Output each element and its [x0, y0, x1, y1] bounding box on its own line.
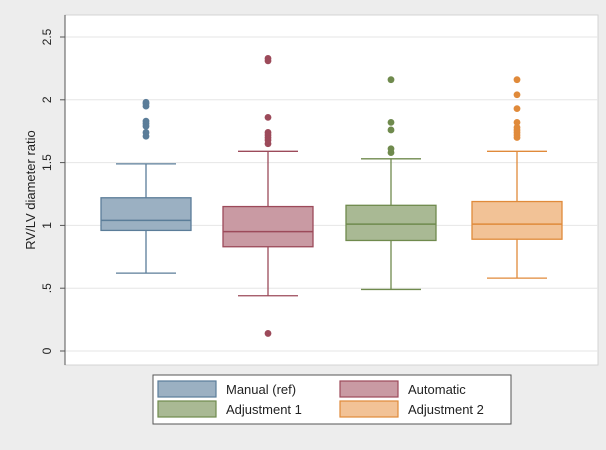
legend-swatch — [339, 400, 399, 418]
outlier-point — [387, 76, 395, 84]
outlier-point — [264, 113, 272, 121]
legend-label: Adjustment 1 — [226, 402, 302, 417]
y-axis-ticks: 0 .5 1 1.5 2 2.5 — [40, 28, 65, 354]
y-axis-label: RV/LV diameter ratio — [23, 130, 38, 249]
y-tick-label: 0 — [40, 347, 54, 354]
outlier-point — [387, 119, 395, 126]
box-group — [345, 76, 437, 291]
outlier-point — [513, 124, 521, 131]
iqr-box — [222, 205, 314, 248]
plot-area — [64, 14, 599, 366]
legend-label: Adjustment 2 — [408, 402, 484, 417]
outlier-point — [387, 145, 395, 153]
box-group — [100, 98, 192, 274]
y-tick-label: 1 — [40, 222, 54, 229]
outlier-point — [513, 76, 521, 84]
outlier-point — [264, 330, 272, 337]
legend-label: Automatic — [408, 382, 466, 397]
box-group — [222, 54, 314, 337]
outlier-point — [264, 54, 272, 62]
outlier-point — [387, 126, 395, 134]
outlier-point — [264, 129, 272, 136]
iqr-box — [471, 200, 563, 240]
legend: Manual (ref) Automatic Adjustment 1 Adjustm… — [152, 374, 512, 425]
outlier-point — [513, 91, 521, 99]
outlier-point — [513, 119, 521, 126]
legend-swatch — [339, 380, 399, 398]
y-tick-label: 2 — [40, 96, 54, 103]
legend-swatch — [157, 380, 217, 398]
boxes — [100, 54, 563, 337]
y-tick-label: 2.5 — [40, 28, 54, 45]
iqr-box — [100, 197, 192, 232]
outlier-point — [142, 98, 150, 106]
outlier-point — [142, 117, 150, 125]
legend-swatch — [157, 400, 217, 418]
outlier-point — [513, 105, 521, 112]
y-tick-label: .5 — [40, 283, 54, 293]
legend-label: Manual (ref) — [226, 382, 296, 397]
box-group — [471, 76, 563, 279]
outlier-point — [142, 129, 150, 136]
y-tick-label: 1.5 — [40, 154, 54, 171]
iqr-box — [345, 204, 437, 242]
